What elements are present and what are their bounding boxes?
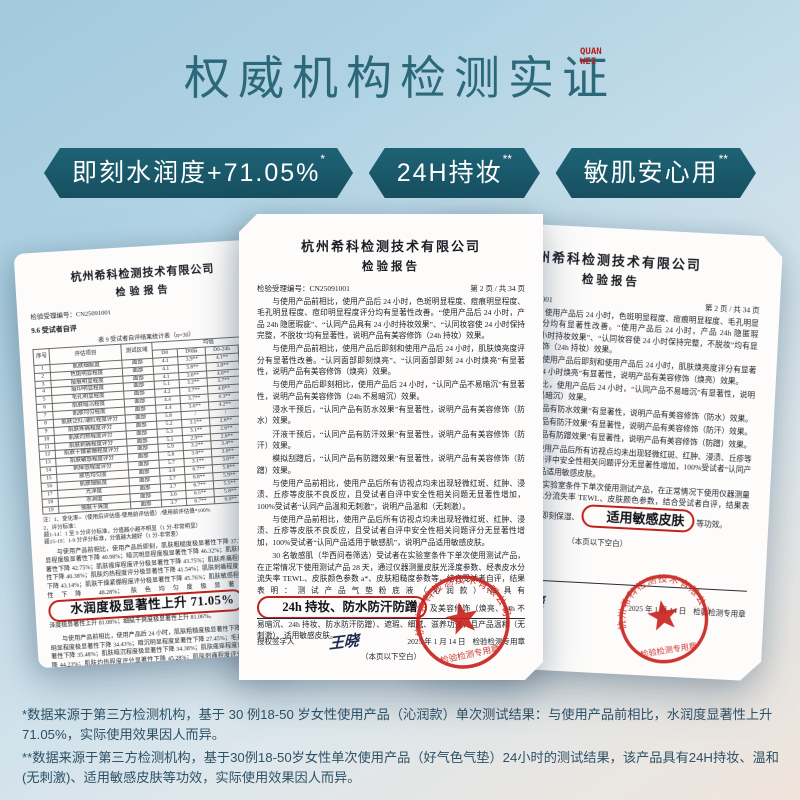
seal-bottom-text: 检验检测专用章 — [640, 640, 698, 659]
sign-date: 2025 年 1 月 14 日 — [407, 637, 466, 646]
col-header-index: 序号 — [32, 348, 51, 366]
report-paragraphs: 与使用产品前相比，使用产品后 24 小时，色斑明显程度、痘痕明显程度、毛孔明显程… — [257, 296, 525, 549]
claim-badges: 即刻水润度+71.05% * 24H持妆 ** 敏肌安心用 ** — [44, 148, 756, 198]
title-watermark-line2: WEI — [580, 57, 597, 68]
badge-hydration-asterisk: * — [320, 152, 326, 166]
report-paragraph: 与使用产品前相比，使用产品后所有访视点均未出现轻微红斑、红肿、浸渍、丘疹等皮肤不… — [257, 478, 525, 511]
page-title: 权威机构检测实证 — [184, 52, 616, 104]
authorized-signer-label: 授权签字人 — [257, 637, 295, 646]
badge-sensitive-skin-label: 敏肌安心用 — [583, 159, 719, 187]
sensitive-skin-highlight-circle: 适用敏感皮肤 — [581, 504, 695, 533]
report-page-right: 杭州希科检测技术有限公司 检验报告 检验受理编号：CN25091001 第 2 … — [421, 219, 784, 681]
cell: 6.7** — [186, 496, 215, 506]
signature-block: 授权签字人 王晓 2025 年 1 月 14 日 检验检测专用章 — [257, 618, 525, 652]
blank-page-note: （本页以下空白） — [361, 652, 421, 662]
cell: 面部 — [130, 499, 162, 510]
seal-bottom-text: 检验检测专用章 — [439, 642, 501, 665]
report-paragraph: 浸水干预后，“认同产品有防水效果”有显著性，说明产品有美容修饰（防水）效果。 — [257, 404, 525, 426]
lab-company-name: 杭州希科检测技术有限公司 — [300, 239, 481, 254]
red-official-seal: 杭州希科检测技术有限公司 检验检测专用章 — [404, 563, 523, 680]
badge-24h-makeup: 24H持妆 ** — [369, 148, 540, 198]
page-number: 第 2 页 / 共 34 页 — [704, 303, 760, 316]
badge-hydration: 即刻水润度+71.05% * — [44, 148, 353, 198]
seal-star-icon — [443, 599, 481, 636]
report-paragraph: 与使用产品前相比，使用产品后所有访视点均未出现轻微红斑、红肿、浸渍、丘疹等皮肤不… — [257, 514, 525, 547]
report-meta: 检验受理编号：CN25091001 第 2 页 / 共 34 页 — [257, 283, 525, 294]
badge-sensitive-skin: 敏肌安心用 ** — [556, 148, 756, 198]
report-paragraph: 与使用产品后即刻相比，使用产品后 24 小时，“认同产品不易暗沉”有显著性，说明… — [257, 380, 525, 401]
page-number: 第 2 页 / 共 34 页 — [470, 284, 525, 293]
footnote-line: *数据来源于第三方检测机构，基于 30 例18-50 岁女性使用产品（沁润款）单… — [22, 707, 773, 743]
report-document-middle: 杭州希科检测技术有限公司 检验报告 检验受理编号：CN25091001 第 2 … — [239, 214, 543, 680]
receipt-number: 检验受理编号：CN25091001 — [30, 309, 112, 322]
title-watermark: QUAN WEI — [580, 47, 602, 68]
title-watermark-line1: QUAN — [580, 47, 602, 57]
col-header-area: 测试区域 — [121, 342, 153, 360]
paragraph-text: 及美容修饰（焕亮、24h 不易暗沉、24h 持妆、防水防汗防蹭）、遮瑕、细腻、滋… — [257, 604, 525, 641]
report-paragraph: 汗液干预后，“认同产品有防汗效果”有显著性，说明产品有美容修饰（防汗）效果。 — [257, 429, 525, 451]
report-paragraph: 模拟刮蹭后，“认同产品有防蹭效果”有显著性，说明产品有美容修饰（防蹭）效果。 — [257, 454, 525, 475]
badge-hydration-label: 即刻水润度+71.05% — [72, 159, 321, 187]
cell: 3.7 — [160, 497, 187, 508]
report-document-right: 杭州希科检测技术有限公司 检验报告 检验受理编号：CN25091001 第 2 … — [421, 219, 784, 681]
conclusion-paragraph: 30 名敏感肌（华西问卷筛选）受试者在实验室条件下单次使用测试产品，在正常情况下… — [257, 550, 525, 642]
cell: 19 — [42, 505, 60, 515]
report-page-middle: 杭州希科检测技术有限公司 检验报告 检验受理编号：CN25091001 第 2 … — [239, 214, 543, 680]
paragraph-text: 等功效。 — [696, 518, 728, 530]
makeup-highlight-circle: 24h 持妆、防水防汗防蹭 — [257, 596, 427, 619]
footnotes: *数据来源于第三方检测机构，基于 30 例18-50 岁女性使用产品（沁润款）单… — [22, 705, 782, 791]
badge-sensitive-skin-asterisk: ** — [718, 152, 728, 166]
seal-star-icon — [646, 598, 681, 632]
badge-24h-makeup-label: 24H持妆 — [396, 159, 503, 187]
red-official-seal: 杭州希科检测技术有限公司 检验检测专用章 — [609, 565, 718, 674]
receipt-number: 检验受理编号：CN25091001 — [257, 284, 350, 293]
footnote-line: **数据来源于第三方检测机构，基于30例18-50岁女性单次使用产品（好气色气垫… — [22, 750, 779, 786]
paragraph-text: 30 名敏感肌（华西问卷筛选）受试者在实验室条件下单次使用测试产品，在正常情况下… — [257, 550, 525, 595]
report-title: 检验报告 — [362, 261, 420, 273]
badge-24h-makeup-asterisk: ** — [502, 152, 512, 166]
seal-print-label: 检验检测专用章 — [472, 637, 525, 646]
report-paragraph: 与使用产品前相比，使用产品后即刻和使用产品后 24 小时，肌肤焕亮度评分有显著性… — [257, 344, 525, 377]
report-paragraph: 与使用产品前相比，使用产品后 24 小时，色斑明显程度、痘痕明显程度、毛孔明显程… — [257, 296, 525, 341]
handwritten-signature: 王晓 — [328, 631, 359, 653]
